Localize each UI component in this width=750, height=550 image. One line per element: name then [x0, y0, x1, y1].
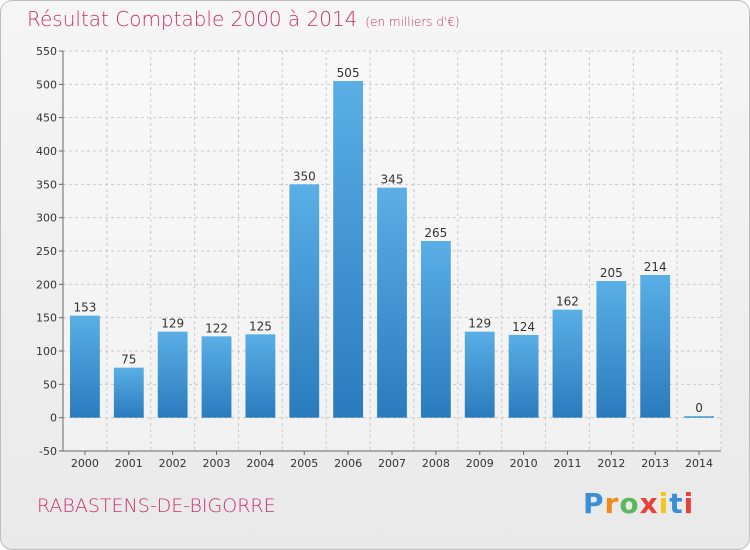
bar-value-label: 122 [205, 321, 228, 335]
logo-letter: o [619, 487, 640, 520]
bar-value-label: 345 [381, 173, 404, 187]
y-tick-label: 400 [36, 145, 57, 158]
x-tick-label: 2012 [597, 457, 625, 470]
y-tick-label: 250 [36, 245, 57, 258]
bar-value-label: 205 [600, 266, 623, 280]
chart-title-text: Résultat Comptable 2000 à 2014 [27, 7, 358, 31]
chart-subtitle: (en milliers d'€) [365, 15, 460, 29]
bar-2002 [157, 331, 188, 418]
bar-value-label: 0 [695, 401, 703, 415]
x-tick-label: 2001 [115, 457, 143, 470]
logo-letter: x [639, 487, 659, 520]
bar-value-label: 214 [644, 260, 667, 274]
bar-value-label: 505 [337, 66, 360, 80]
bar-2004 [245, 334, 276, 418]
logo-letter: i [658, 487, 670, 520]
x-tick-label: 2003 [203, 457, 231, 470]
y-tick-label: -50 [39, 445, 57, 458]
x-tick-label: 2009 [466, 457, 494, 470]
x-tick-label: 2013 [641, 457, 669, 470]
bar-2003 [201, 336, 232, 418]
y-tick-label: 150 [36, 312, 57, 325]
x-tick-label: 2014 [685, 457, 713, 470]
bar-2013 [640, 275, 671, 418]
bar-value-label: 350 [293, 169, 316, 183]
x-tick-label: 2006 [334, 457, 362, 470]
logo-letter: P [583, 487, 605, 520]
bar-2000 [70, 315, 100, 418]
x-tick-label: 2005 [290, 457, 318, 470]
x-tick-label: 2008 [422, 457, 450, 470]
bar-value-label: 125 [249, 319, 272, 333]
y-tick-label: 50 [43, 378, 57, 391]
bar-2010 [508, 335, 539, 418]
y-tick-label: 100 [36, 345, 57, 358]
bar-2011 [552, 309, 583, 418]
bar-2007 [377, 187, 407, 418]
x-tick-label: 2004 [246, 457, 274, 470]
city-name: RABASTENS-DE-BIGORRE [37, 495, 276, 517]
bar-2008 [420, 241, 451, 418]
logo-letter: i [683, 487, 695, 520]
logo-letter: t [669, 487, 684, 520]
bar-2014 [684, 416, 714, 418]
x-tick-label: 2002 [159, 457, 187, 470]
bar-value-label: 162 [556, 295, 579, 309]
y-tick-label: 200 [36, 278, 57, 291]
x-tick-label: 2011 [553, 457, 581, 470]
logo-letter: r [604, 487, 620, 520]
bar-value-label: 129 [468, 317, 491, 331]
y-tick-label: 0 [50, 412, 57, 425]
bar-value-label: 75 [121, 353, 136, 367]
bar-2006 [333, 81, 364, 418]
bar-value-label: 124 [512, 320, 535, 334]
y-tick-label: 450 [36, 112, 57, 125]
y-tick-label: 550 [36, 45, 57, 58]
bar-2009 [464, 331, 495, 418]
x-tick-label: 2000 [71, 457, 99, 470]
bar-2001 [113, 367, 144, 418]
y-tick-label: 300 [36, 212, 57, 225]
bar-value-label: 265 [424, 226, 447, 240]
y-tick-label: 350 [36, 178, 57, 191]
bar-2005 [289, 184, 320, 418]
chart-title: Résultat Comptable 2000 à 2014 (en millie… [27, 7, 460, 31]
bar-value-label: 153 [73, 301, 96, 315]
x-tick-label: 2007 [378, 457, 406, 470]
proxiti-logo: Proxiti [583, 487, 694, 520]
bar-2012 [596, 281, 627, 418]
x-tick-label: 2010 [510, 457, 538, 470]
bar-value-label: 129 [161, 317, 184, 331]
y-tick-label: 500 [36, 78, 57, 91]
